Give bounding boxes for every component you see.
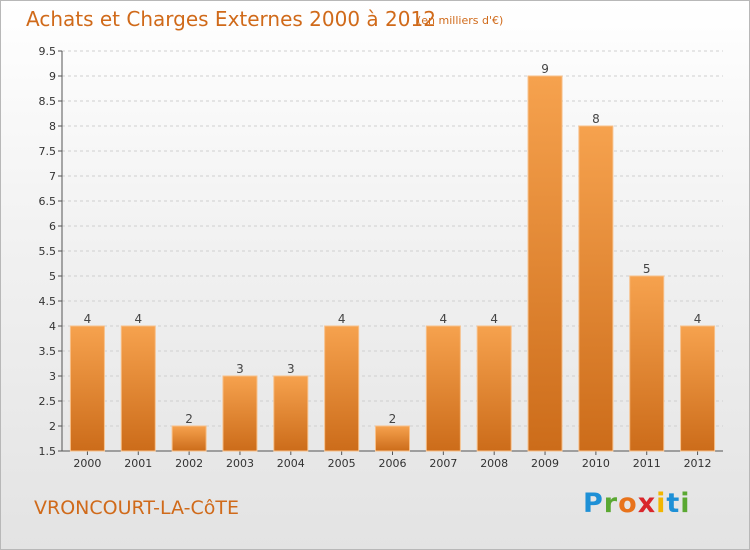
chart-title: Achats et Charges Externes 2000 à 2012 <box>26 7 436 31</box>
logo-letter: i <box>680 488 691 519</box>
bar <box>425 325 461 452</box>
logo-letter: t <box>666 488 681 519</box>
bar <box>629 275 665 452</box>
bar <box>222 375 258 452</box>
x-tick-label: 2000 <box>73 457 101 470</box>
y-tick-label: 8.5 <box>39 95 57 108</box>
y-tick-label: 3 <box>49 370 56 383</box>
data-label: 4 <box>490 312 498 326</box>
bars <box>69 75 716 452</box>
data-label: 8 <box>592 112 600 126</box>
x-tick-label: 2001 <box>124 457 152 470</box>
bar <box>120 325 156 452</box>
x-tick-label: 2003 <box>226 457 254 470</box>
logo-letter: i <box>656 488 667 519</box>
y-tick-label: 6 <box>49 220 56 233</box>
y-tick-label: 1.5 <box>39 445 57 458</box>
bar <box>171 425 207 452</box>
data-label: 2 <box>185 412 193 426</box>
bar <box>680 325 716 452</box>
bar <box>375 425 410 452</box>
logo-letter: r <box>603 488 619 519</box>
proxiti-logo[interactable]: Proxiti <box>583 488 691 519</box>
labels: 1.5 2 2.5 3 3.5 4 4.5 5 5.5 6 6.5 7 7.5 8 8.5 9 9.5 4 2000… <box>39 45 712 470</box>
y-tick-label: 9 <box>49 70 56 83</box>
logo-letter: P <box>583 488 604 519</box>
y-tick-label: 2.5 <box>39 395 57 408</box>
y-tick-label: 7.5 <box>39 145 57 158</box>
bar <box>578 125 614 452</box>
city-name: VRONCOURT-LA-CôTE <box>34 497 239 519</box>
x-tick-label: 2007 <box>429 457 457 470</box>
bar <box>324 325 360 452</box>
x-tick-label: 2010 <box>582 457 610 470</box>
y-tick-label: 5.5 <box>39 245 57 258</box>
chart-subtitle: (en milliers d'€) <box>417 14 504 27</box>
x-tick-label: 2009 <box>531 457 559 470</box>
y-tick-label: 9.5 <box>39 45 57 58</box>
bar <box>69 325 105 452</box>
y-tick-label: 4 <box>49 320 56 333</box>
data-label: 9 <box>541 62 549 76</box>
grid-lines <box>62 50 723 452</box>
data-label: 4 <box>134 312 142 326</box>
data-label: 4 <box>84 312 92 326</box>
y-tick-label: 4.5 <box>39 295 57 308</box>
y-tick-label: 3.5 <box>39 345 57 358</box>
x-tick-label: 2002 <box>175 457 203 470</box>
logo-letter: o <box>618 488 638 519</box>
data-label: 3 <box>236 362 244 376</box>
data-label: 4 <box>440 312 448 326</box>
y-tick-label: 8 <box>49 120 56 133</box>
data-label: 2 <box>389 412 397 426</box>
x-tick-label: 2011 <box>633 457 661 470</box>
x-tick-label: 2005 <box>328 457 356 470</box>
data-label: 4 <box>338 312 346 326</box>
y-tick-label: 6.5 <box>39 195 57 208</box>
data-label: 5 <box>643 262 651 276</box>
axes <box>58 50 723 455</box>
x-tick-label: 2004 <box>277 457 305 470</box>
logo-letter: x <box>637 488 657 519</box>
bar <box>476 325 512 452</box>
data-label: 4 <box>694 312 702 326</box>
x-tick-label: 2008 <box>480 457 508 470</box>
y-tick-label: 7 <box>49 170 56 183</box>
data-label: 3 <box>287 362 295 376</box>
y-tick-label: 5 <box>49 270 56 283</box>
y-tick-label: 2 <box>49 420 56 433</box>
x-tick-label: 2006 <box>379 457 407 470</box>
bar <box>273 375 309 452</box>
bar <box>527 75 563 452</box>
x-tick-label: 2012 <box>684 457 712 470</box>
